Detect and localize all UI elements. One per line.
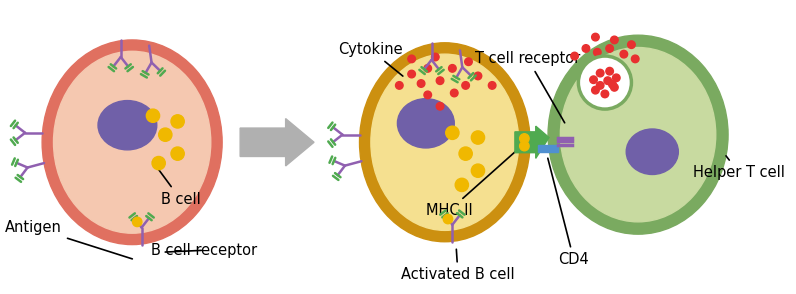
- Ellipse shape: [560, 48, 716, 222]
- Ellipse shape: [397, 99, 455, 148]
- Ellipse shape: [360, 43, 530, 242]
- Ellipse shape: [98, 101, 157, 150]
- Text: CD4: CD4: [548, 158, 589, 267]
- Circle shape: [594, 49, 601, 56]
- Text: Antigen: Antigen: [6, 220, 132, 259]
- Circle shape: [396, 82, 403, 89]
- Circle shape: [132, 217, 142, 227]
- Text: MHC II: MHC II: [426, 140, 528, 218]
- Circle shape: [471, 164, 485, 177]
- Circle shape: [627, 41, 635, 49]
- Circle shape: [604, 77, 611, 84]
- Circle shape: [590, 76, 597, 83]
- Text: B cell receptor: B cell receptor: [151, 243, 257, 258]
- Circle shape: [596, 82, 604, 89]
- Circle shape: [606, 67, 614, 75]
- Circle shape: [436, 103, 444, 110]
- Ellipse shape: [53, 51, 211, 233]
- Text: T cell receptor: T cell receptor: [475, 51, 580, 123]
- Circle shape: [582, 45, 590, 52]
- Circle shape: [489, 82, 496, 89]
- Circle shape: [474, 72, 482, 80]
- Circle shape: [431, 53, 439, 61]
- Circle shape: [591, 86, 599, 94]
- Circle shape: [620, 50, 627, 58]
- Circle shape: [606, 45, 614, 52]
- Circle shape: [611, 83, 618, 91]
- Circle shape: [417, 80, 425, 87]
- Circle shape: [171, 115, 184, 128]
- Text: Activated B cell: Activated B cell: [401, 249, 515, 283]
- Bar: [537, 145, 559, 152]
- Circle shape: [471, 131, 485, 144]
- Circle shape: [462, 82, 470, 89]
- Circle shape: [449, 65, 456, 72]
- Circle shape: [446, 126, 459, 139]
- Circle shape: [465, 58, 472, 66]
- Circle shape: [579, 56, 631, 109]
- Ellipse shape: [42, 40, 222, 245]
- Circle shape: [408, 55, 416, 63]
- Circle shape: [520, 141, 529, 151]
- Circle shape: [152, 156, 166, 170]
- Ellipse shape: [548, 35, 728, 234]
- Polygon shape: [515, 126, 549, 158]
- Circle shape: [609, 81, 616, 88]
- Text: Helper T cell: Helper T cell: [693, 156, 785, 180]
- Circle shape: [591, 33, 599, 41]
- Circle shape: [455, 178, 469, 191]
- Circle shape: [631, 55, 639, 63]
- Circle shape: [601, 90, 609, 98]
- Circle shape: [146, 109, 160, 122]
- FancyArrow shape: [240, 118, 314, 166]
- Text: Cytokine: Cytokine: [338, 42, 403, 76]
- Circle shape: [436, 77, 444, 84]
- Circle shape: [451, 89, 458, 97]
- Circle shape: [612, 74, 620, 82]
- Circle shape: [520, 134, 529, 143]
- Ellipse shape: [371, 54, 519, 230]
- Circle shape: [424, 91, 431, 99]
- Circle shape: [171, 147, 184, 160]
- Circle shape: [443, 214, 453, 224]
- Ellipse shape: [626, 129, 678, 174]
- Circle shape: [571, 52, 579, 60]
- Circle shape: [158, 128, 172, 141]
- Circle shape: [611, 36, 618, 44]
- Text: B cell: B cell: [153, 161, 201, 207]
- Circle shape: [424, 65, 431, 72]
- Circle shape: [408, 70, 416, 78]
- Circle shape: [596, 69, 604, 77]
- Circle shape: [459, 147, 472, 160]
